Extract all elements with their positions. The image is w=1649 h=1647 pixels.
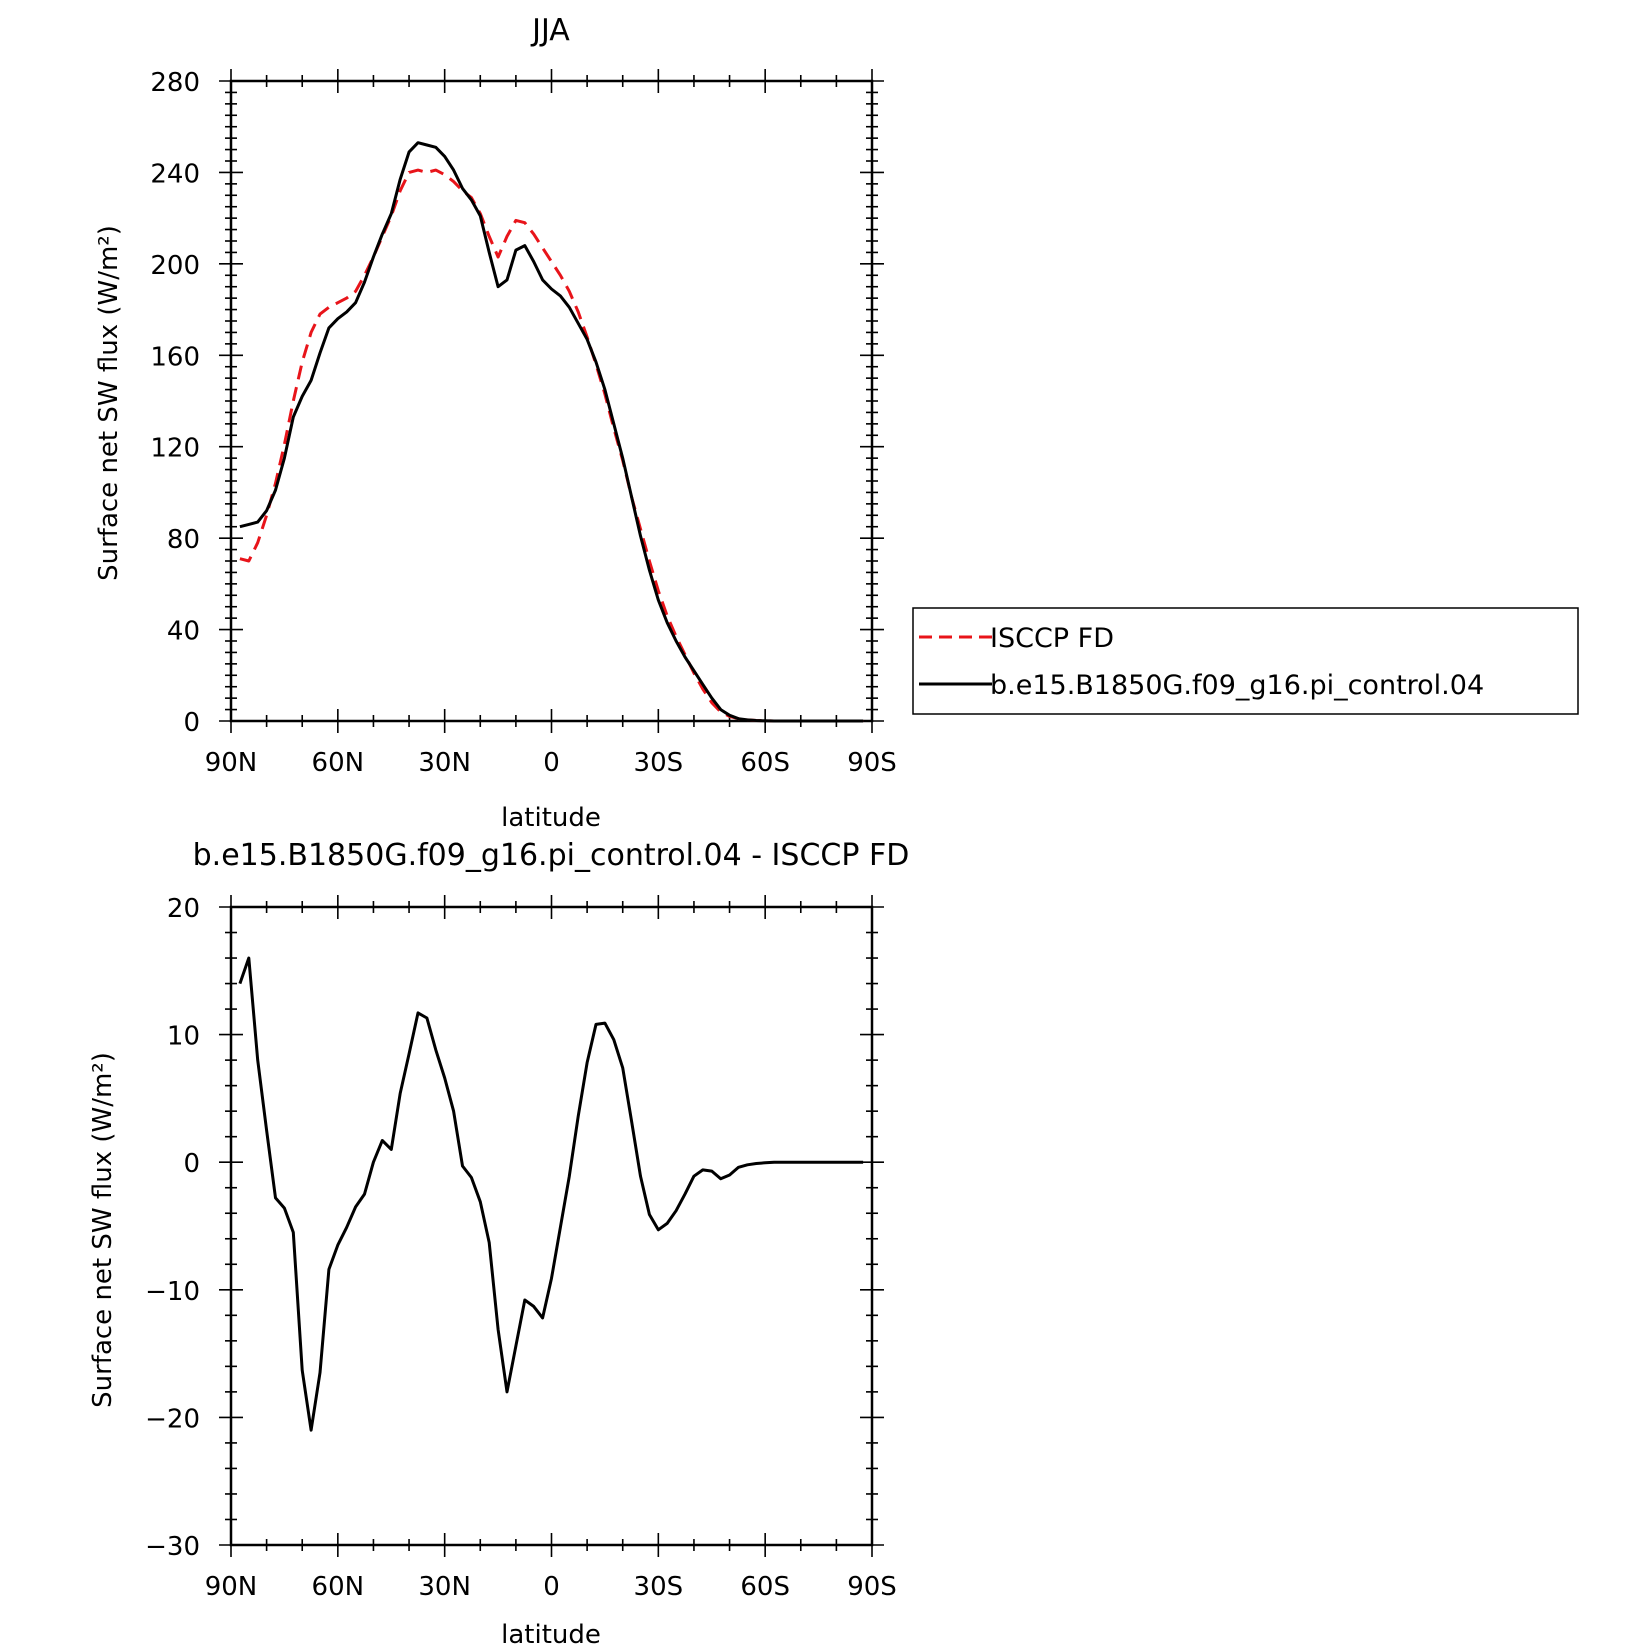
top-y-tick-label: 40 — [167, 617, 200, 647]
bottom-plot-frame: 90N 60N 30N 0 30S 60S 90S −30 −20 −10 0 10 20 — [145, 894, 897, 1602]
top-y-tick-label: 80 — [167, 525, 200, 555]
top-y-tick-label: 0 — [183, 708, 200, 738]
top-y-tick-label: 200 — [150, 251, 200, 281]
top-x-tick-label: 90N — [205, 748, 258, 778]
top-plot-title: JJA — [530, 13, 570, 48]
bottom-y-tick-label: 20 — [167, 894, 200, 924]
top-series-line-0 — [239, 168, 864, 723]
bottom-x-tick-label: 90S — [847, 1572, 897, 1602]
legend-box — [912, 607, 1579, 715]
bottom-x-tick-label: 60S — [740, 1572, 790, 1602]
bottom-y-tick-label: 0 — [183, 1149, 200, 1179]
difference-panel: b.e15.B1850G.f09_g16.pi_control.04 - ISC… — [88, 838, 909, 1647]
top-plot-frame: 90N 60N 30N 0 30S 60S 90S 0 40 80 120 160 200 240 280 — [150, 68, 896, 778]
top-y-tick-label: 280 — [150, 68, 200, 98]
bottom-x-axis-title: latitude — [501, 1620, 601, 1647]
top-x-tick-label: 30S — [634, 748, 684, 778]
top-y-tick-label: 160 — [150, 342, 200, 372]
bottom-x-tick-label: 30N — [418, 1572, 471, 1602]
legend-label-model: b.e15.B1850G.f09_g16.pi_control.04 — [990, 670, 1484, 701]
top-series-line-1 — [239, 141, 864, 723]
mean-flux-panel: JJA 90N 60N 30N 0 30S 60S 90S 0 40 80 120 160 200 240… — [94, 13, 897, 833]
top-y-tick-label: 120 — [150, 434, 200, 464]
legend-label-isccp: ISCCP FD — [990, 623, 1114, 654]
top-y-axis-title: Surface net SW flux (W/m²) — [94, 225, 124, 581]
bottom-y-tick-label: 10 — [167, 1022, 200, 1052]
bottom-plot-border — [229, 905, 874, 1547]
bottom-x-tick-label: 30S — [634, 1572, 684, 1602]
bottom-series-line-0 — [238, 956, 864, 1432]
bottom-plot-title: b.e15.B1850G.f09_g16.pi_control.04 - ISC… — [193, 838, 910, 873]
top-plot-border — [229, 79, 874, 723]
bottom-y-tick-label: −10 — [145, 1277, 200, 1307]
bottom-x-tick-label: 90N — [205, 1572, 258, 1602]
bottom-x-tick-label: 60N — [312, 1572, 365, 1602]
bottom-y-tick-label: −30 — [145, 1532, 200, 1562]
top-x-tick-label: 60S — [740, 748, 790, 778]
top-x-tick-label: 30N — [418, 748, 471, 778]
bottom-y-axis-title: Surface net SW flux (W/m²) — [88, 1052, 118, 1408]
bottom-plot-series — [238, 956, 864, 1432]
top-x-axis-title: latitude — [501, 803, 601, 833]
top-x-tick-label: 90S — [847, 748, 897, 778]
legend: ISCCP FD b.e15.B1850G.f09_g16.pi_control… — [912, 607, 1579, 715]
bottom-x-tick-label: 0 — [543, 1572, 560, 1602]
top-y-tick-label: 240 — [150, 159, 200, 189]
top-x-tick-label: 60N — [312, 748, 365, 778]
top-plot-series — [239, 141, 864, 723]
bottom-y-tick-label: −20 — [145, 1404, 200, 1434]
top-x-tick-label: 0 — [543, 748, 560, 778]
